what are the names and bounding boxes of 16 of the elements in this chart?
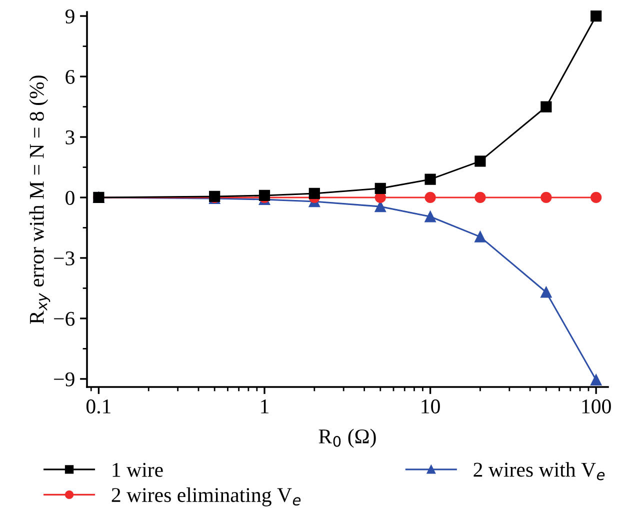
y-tick-label: −3 <box>54 251 74 266</box>
y-tick-label: −9 <box>54 372 74 386</box>
y-tick-label: 6 <box>66 70 75 84</box>
y-tick-label: 3 <box>66 130 74 144</box>
legend-label: 2 wires with V$_{e}$ <box>474 462 605 480</box>
x-axis-title: R$_{0}$ (Ω) <box>318 428 376 448</box>
x-tick-label: 0.1 <box>86 399 110 414</box>
x-tick-label: 100 <box>582 399 611 414</box>
legend-label: 1 wire <box>112 462 163 477</box>
y-tick-label: 9 <box>65 9 74 24</box>
x-tick-label: 10 <box>422 399 440 414</box>
x-tick-label: 1 <box>261 400 268 414</box>
y-tick-label: −6 <box>54 312 75 326</box>
y-tick-label: 0 <box>66 190 74 205</box>
y-axis-title: R$_{xy}$ error with M = N = 8 (%) <box>29 76 50 324</box>
legend-label: 2 wires eliminating V$_{e}$ <box>112 487 301 506</box>
